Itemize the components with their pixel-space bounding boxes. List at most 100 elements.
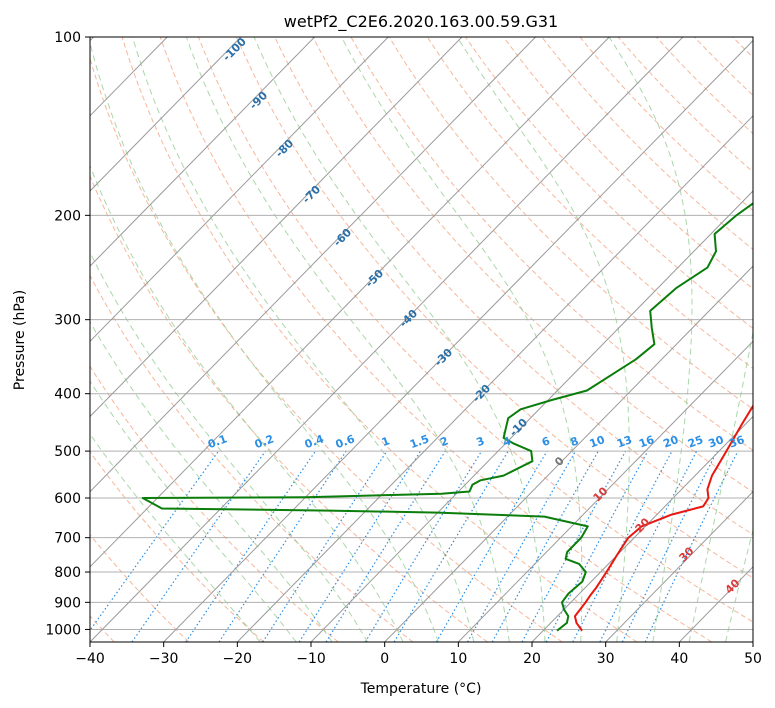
y-tick-label: 700: [54, 531, 81, 547]
chart-title: wetPf2_C2E6.2020.163.00.59.G31: [284, 12, 558, 32]
isotherm-line: [236, 115, 753, 642]
mixing-ratio-line: [90, 450, 220, 632]
mixing-ratio-label: 8: [569, 434, 581, 449]
isotherm-label: 10: [591, 484, 611, 504]
dry-adiabat: [312, 37, 753, 493]
mixing-ratio-line: [491, 450, 599, 642]
y-tick-label: 600: [54, 491, 81, 507]
dry-adiabat: [732, 37, 753, 58]
dry-adiabat: [388, 37, 753, 410]
mixing-ratio-line: [185, 450, 316, 642]
dry-adiabat: [274, 37, 753, 536]
moist-adiabat: [688, 329, 753, 642]
isotherm-label: 30: [677, 544, 697, 564]
moist-adiabat: [725, 528, 753, 642]
mixing-ratio-label: 6: [540, 434, 552, 449]
moist-adiabat: [185, 37, 510, 642]
x-tick-label: 0: [380, 651, 389, 667]
dry-adiabat: [655, 37, 753, 135]
moist-adiabat: [132, 37, 475, 642]
mixing-ratio-line: [325, 450, 446, 642]
isotherm-line: [90, 37, 684, 642]
isotherm-label: -50: [363, 267, 386, 290]
y-tick-label: 200: [54, 208, 81, 224]
isotherm-label: -40: [397, 307, 420, 330]
mixing-ratio-line: [218, 450, 347, 642]
isotherm-label: -80: [273, 137, 296, 160]
isotherm-line: [90, 37, 242, 192]
mixing-ratio-label: 2: [438, 434, 450, 449]
mixing-ratio-label: 30: [707, 433, 726, 451]
mixing-ratio-label: 0.4: [303, 432, 326, 451]
moist-adiabat: [253, 37, 546, 642]
dry-adiabat: [541, 37, 753, 251]
mixing-ratio-line: [621, 450, 718, 642]
isotherm-label: -90: [247, 89, 270, 112]
mixing-ratio-line: [131, 450, 266, 642]
isotherm-line: [457, 340, 753, 642]
dry-adiabat: [579, 37, 753, 212]
dry-adiabat: [90, 174, 488, 642]
mixing-ratio-line: [435, 450, 548, 642]
dry-adiabat: [503, 37, 753, 290]
mixing-ratio-label: 20: [661, 433, 680, 451]
moist-adiabat: [90, 251, 369, 642]
dry-adiabat: [617, 37, 753, 173]
temperature-profile-line: [573, 404, 753, 632]
isotherm-label: -100: [220, 35, 249, 64]
isotherm-line: [605, 490, 753, 642]
moist-adiabat: [341, 37, 583, 642]
dry-adiabat: [771, 37, 775, 642]
isotherm-line: [90, 37, 536, 493]
isotherm-label: -10: [507, 416, 530, 439]
x-axis: −40 −30 −20 −10 0 10 20 30 40 50: [75, 642, 762, 667]
mixing-ratio-label: 0.1: [206, 432, 229, 451]
x-tick-label: −30: [149, 651, 179, 667]
isotherm-line: [90, 37, 463, 418]
mixing-ratio-line: [393, 450, 509, 642]
y-tick-label: 300: [54, 313, 81, 329]
x-tick-label: −20: [223, 651, 253, 667]
isotherm-line: [310, 190, 753, 642]
moist-adiabat: [90, 433, 261, 642]
y-tick-label: 400: [54, 387, 81, 403]
isotherm-line: [90, 37, 315, 267]
dry-adiabat: [236, 37, 753, 579]
isotherm-line: [163, 39, 753, 642]
dry-adiabat: [90, 533, 190, 642]
mixing-ratio-label: 16: [637, 433, 656, 451]
y-axis-label: Pressure (hPa): [12, 290, 28, 390]
mixing-ratio-label: 1: [380, 434, 392, 449]
x-tick-label: 30: [597, 651, 615, 667]
mixing-ratio-line: [599, 450, 698, 642]
dry-adiabat: [90, 274, 414, 642]
dry-adiabat: [90, 365, 339, 642]
y-tick-label: 100: [54, 30, 81, 46]
dewpoint-profile-line: [141, 202, 753, 632]
dry-adiabat: [159, 37, 712, 642]
mixing-ratio-label: 3: [475, 434, 487, 449]
dry-adiabat: [465, 37, 753, 329]
moist-adiabat: [456, 37, 630, 642]
mixing-ratio-line: [644, 450, 739, 642]
dry-adiabat: [694, 37, 753, 97]
mixing-ratio-label: 1.5: [408, 432, 431, 451]
x-tick-label: −10: [296, 651, 326, 667]
x-axis-label: Temperature (°C): [360, 681, 482, 697]
moist-adiabat: [90, 380, 297, 642]
dry-adiabat: [426, 37, 753, 370]
isotherm-line: [531, 415, 753, 642]
mixing-ratio-label: 25: [686, 433, 705, 450]
isotherm-line: [384, 265, 753, 642]
y-axis: 100 200 300 400 500 600 700 800 900 1000: [45, 30, 90, 638]
x-tick-label: −40: [75, 651, 105, 667]
plot-frame: [89, 36, 754, 643]
mixing-ratio-line: [364, 450, 483, 642]
isotherm-label: 40: [723, 576, 743, 596]
moist-adiabat: [608, 37, 693, 642]
isotherm-line: [90, 37, 389, 343]
mixing-ratio-line: [262, 450, 388, 642]
dry-adiabat: [90, 451, 264, 642]
x-tick-label: 40: [670, 651, 688, 667]
